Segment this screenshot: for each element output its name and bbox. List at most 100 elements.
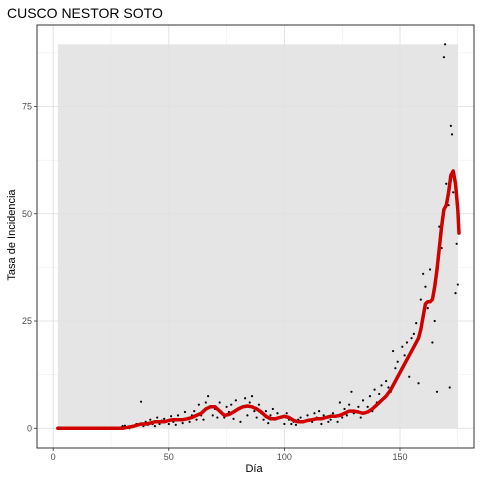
data-point <box>267 422 270 425</box>
data-point <box>262 418 265 421</box>
x-tick-label: 100 <box>277 452 292 462</box>
data-point <box>294 423 298 426</box>
data-point <box>253 410 256 413</box>
data-point <box>243 397 247 400</box>
shaded-band <box>57 44 458 429</box>
y-tick-label: 25 <box>22 316 32 326</box>
trend-line <box>56 169 461 431</box>
data-point <box>264 410 268 413</box>
data-point <box>269 414 272 417</box>
data-point <box>445 182 448 185</box>
data-point <box>357 405 360 408</box>
data-point <box>338 401 341 404</box>
data-point <box>181 422 184 425</box>
data-point <box>403 354 406 357</box>
data-point <box>174 423 177 426</box>
data-point <box>422 272 425 275</box>
data-point <box>336 420 339 423</box>
data-point <box>197 403 200 406</box>
data-point <box>257 403 261 406</box>
x-tick-label: 0 <box>51 452 56 462</box>
x-tick-label: 50 <box>164 452 174 462</box>
data-point <box>442 56 446 59</box>
data-point <box>271 407 274 411</box>
data-point <box>230 403 233 406</box>
data-point <box>373 388 376 391</box>
data-point <box>387 386 390 389</box>
y-tick-label: 75 <box>22 102 32 112</box>
data-point <box>454 292 457 295</box>
data-point <box>188 420 191 423</box>
data-point <box>153 425 157 428</box>
data-point <box>431 341 434 344</box>
data-point <box>412 332 415 335</box>
data-point <box>378 392 381 396</box>
data-point <box>331 412 335 415</box>
data-point <box>234 399 237 402</box>
x-axis-title: Día <box>245 463 263 475</box>
data-point <box>156 416 159 419</box>
data-point <box>299 416 302 419</box>
data-point <box>450 133 454 136</box>
data-point <box>216 416 219 419</box>
data-point <box>170 415 173 418</box>
data-point <box>246 414 249 417</box>
data-point <box>313 412 316 415</box>
data-point <box>410 337 413 340</box>
data-point <box>248 401 251 404</box>
data-point <box>218 401 221 404</box>
data-point <box>361 399 365 402</box>
data-point <box>455 242 458 245</box>
data-point <box>419 298 422 301</box>
data-point <box>329 418 332 421</box>
data-point <box>394 367 397 370</box>
data-point <box>385 379 388 383</box>
y-axis-title: Tasa de Incidencia <box>6 189 18 281</box>
x-tick-label: 150 <box>392 452 407 462</box>
data-point <box>424 285 427 288</box>
data-point <box>176 414 180 417</box>
data-point <box>183 410 187 414</box>
data-point <box>417 382 420 385</box>
data-point <box>207 394 210 398</box>
data-point <box>341 416 344 419</box>
data-point <box>320 422 323 426</box>
data-point <box>415 322 418 325</box>
data-point <box>426 307 429 310</box>
data-point <box>149 418 152 421</box>
data-point <box>211 414 214 417</box>
data-point <box>285 412 288 415</box>
plot-border <box>36 24 475 449</box>
data-point <box>283 422 286 426</box>
data-point <box>443 43 447 46</box>
data-point <box>322 414 325 417</box>
data-point <box>348 403 351 406</box>
data-point <box>366 405 369 408</box>
data-point <box>239 420 242 423</box>
data-point <box>276 412 279 415</box>
y-tick-label: 0 <box>27 423 32 433</box>
data-point <box>232 417 235 420</box>
data-point <box>317 410 321 413</box>
data-point <box>195 418 198 421</box>
data-point <box>396 360 399 363</box>
data-point <box>405 341 409 344</box>
data-point <box>449 124 452 127</box>
data-point <box>350 390 353 393</box>
data-point <box>290 422 293 426</box>
data-point <box>139 400 143 403</box>
data-point <box>368 394 372 398</box>
data-point <box>448 386 451 389</box>
data-point <box>401 345 404 348</box>
data-point <box>433 319 436 323</box>
data-point <box>255 416 258 419</box>
data-point <box>435 390 439 393</box>
y-axis-ticks: 0 25 50 75 <box>22 102 37 433</box>
data-point <box>345 414 348 417</box>
data-point <box>306 414 309 417</box>
data-point <box>380 384 383 387</box>
data-point <box>408 375 411 378</box>
data-point <box>456 283 459 286</box>
data-point <box>202 418 205 421</box>
